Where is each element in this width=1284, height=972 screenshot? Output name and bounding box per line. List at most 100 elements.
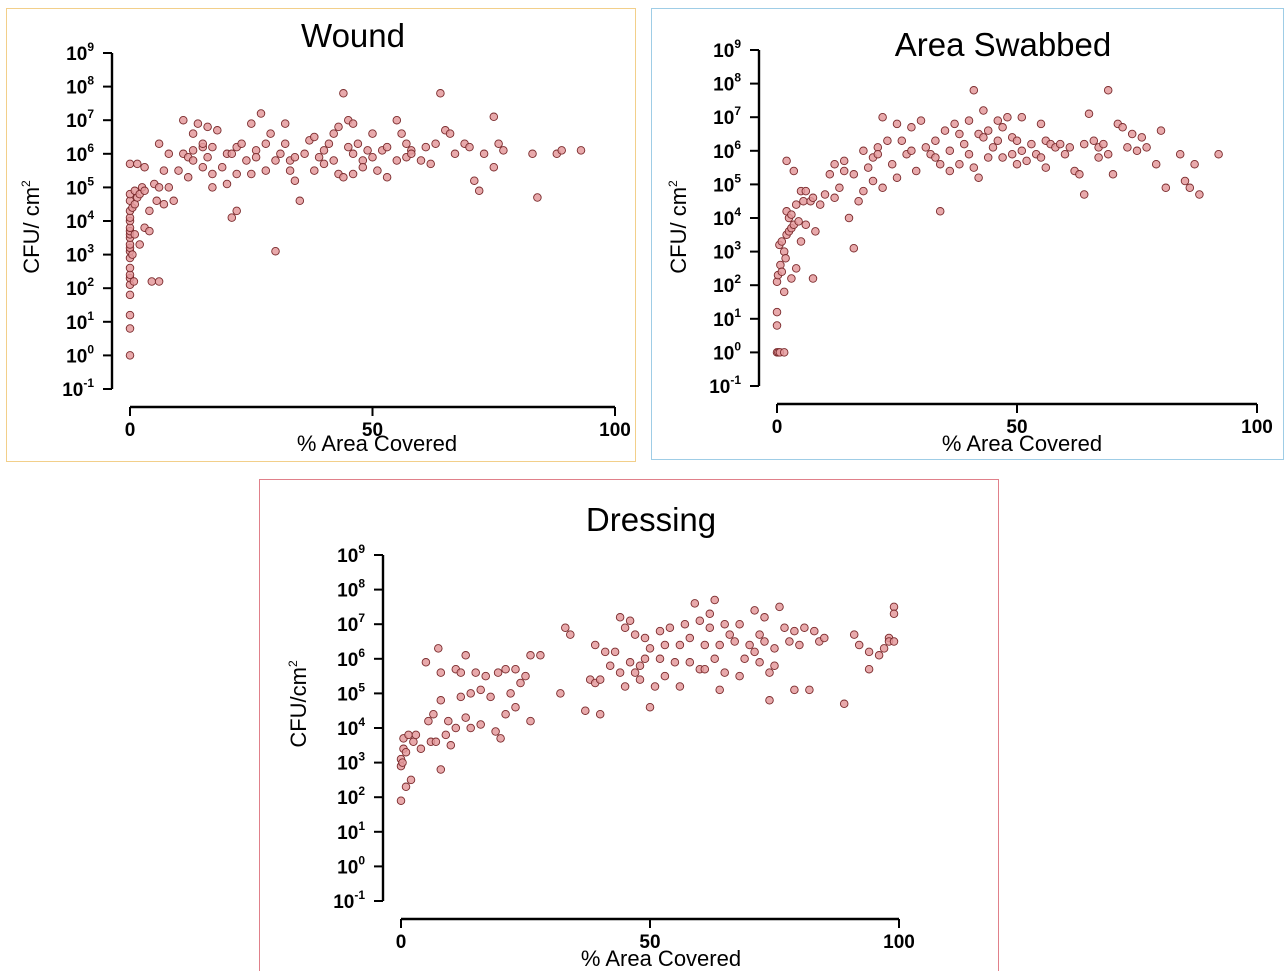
data-point [1003, 112, 1012, 122]
data-point [561, 623, 570, 632]
data-point [1060, 149, 1070, 159]
data-point [983, 126, 993, 135]
data-point [339, 173, 348, 182]
y-tick-label: 10-1 [62, 376, 94, 401]
data-point [451, 723, 461, 733]
y-tick-label: 107 [713, 104, 741, 129]
data-point [1118, 123, 1127, 132]
data-point [988, 143, 998, 152]
data-point [521, 671, 530, 681]
data-point [125, 324, 135, 333]
y-tick-label: 10-1 [333, 888, 365, 913]
data-point [526, 716, 535, 726]
data-point [969, 86, 979, 95]
data-point [1161, 183, 1171, 193]
data-point [950, 119, 959, 129]
data-point [426, 159, 435, 169]
data-point [911, 166, 921, 176]
y-tick-label: 108 [337, 577, 365, 602]
data-point [1195, 190, 1204, 199]
x-tick-label: 100 [599, 420, 631, 441]
data-point [700, 664, 710, 674]
data-point [969, 163, 979, 172]
chart-title: Area Swabbed [895, 26, 1111, 63]
data-point [760, 637, 769, 646]
y-tick-label: 103 [66, 242, 94, 267]
data-point [429, 709, 438, 719]
data-point [1099, 139, 1108, 149]
data-point [830, 159, 839, 169]
data-point [526, 651, 535, 660]
data-point [421, 142, 431, 152]
data-point [319, 146, 329, 155]
data-point [787, 274, 796, 283]
data-point [765, 696, 774, 705]
dressing-chart-panel: Dressing % Area Covered CFU/cm2 109 108 10… [259, 479, 999, 971]
data-point [280, 139, 290, 148]
data-point [935, 207, 945, 216]
data-point [959, 139, 969, 149]
data-point [465, 142, 474, 152]
wound-chart-panel: Wound % Area Covered CFU/ cm2 109 108 107 1… [6, 8, 636, 462]
data-point [690, 599, 700, 608]
data-point [796, 237, 806, 246]
data-point [217, 162, 227, 172]
data-point [466, 689, 475, 698]
data-point [595, 709, 605, 719]
data-point [373, 166, 382, 175]
data-point [1022, 156, 1031, 166]
data-point [772, 321, 782, 330]
data-point [353, 139, 363, 148]
data-point [794, 217, 803, 226]
data-point [334, 122, 343, 132]
data-point [1027, 139, 1036, 149]
y-tick-label: 102 [713, 272, 741, 297]
data-point [790, 626, 799, 636]
data-point [740, 654, 749, 664]
data-point [955, 129, 964, 139]
data-point [147, 277, 157, 286]
data-point [319, 159, 329, 169]
data-point [907, 123, 916, 132]
data-point [921, 143, 931, 152]
data-point [434, 644, 443, 653]
data-point [222, 179, 232, 189]
data-point [1012, 159, 1022, 169]
data-point [261, 166, 271, 175]
data-point [396, 796, 406, 805]
data-point [314, 152, 324, 162]
data-point [1036, 153, 1046, 162]
data-point [725, 630, 734, 639]
data-point [406, 775, 416, 785]
data-point [461, 651, 470, 660]
data-point [344, 142, 353, 152]
data-point [441, 730, 451, 740]
area-swabbed-chart-panel: Area Swabbed % Area Covered CFU/ cm2 109… [651, 8, 1284, 460]
data-point [489, 112, 499, 122]
data-point [863, 163, 873, 172]
y-tick-label: 109 [337, 542, 365, 567]
data-point [557, 146, 566, 155]
data-point [864, 664, 874, 674]
data-point [735, 619, 744, 629]
data-point [506, 689, 515, 698]
data-point [839, 156, 849, 166]
data-point [145, 226, 154, 236]
data-point [227, 213, 237, 222]
data-point [615, 613, 625, 622]
data-point [169, 196, 178, 206]
data-point [339, 89, 348, 98]
data-point [1127, 129, 1137, 139]
data-point [787, 210, 796, 219]
data-point [808, 193, 818, 203]
data-point [730, 637, 739, 646]
data-point [660, 640, 670, 650]
data-point [680, 619, 690, 629]
data-point [820, 633, 829, 643]
data-point [436, 765, 446, 774]
data-point [130, 230, 140, 239]
data-point [133, 159, 142, 169]
data-point [974, 173, 983, 182]
data-point [993, 116, 1003, 125]
data-point [164, 183, 174, 192]
